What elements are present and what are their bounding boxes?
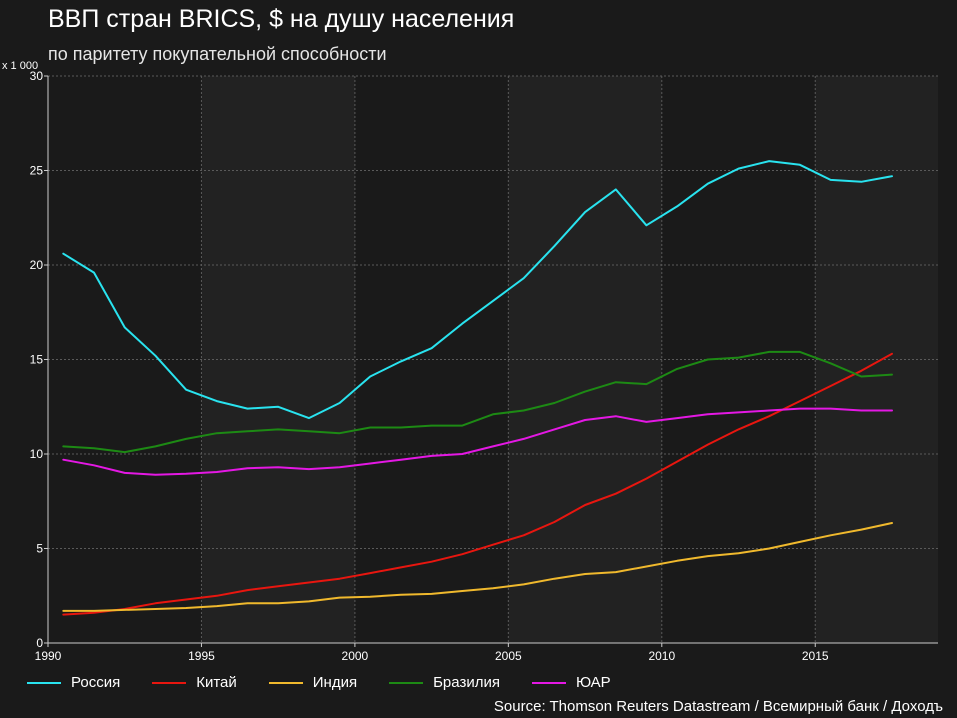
legend-item: Россия — [27, 674, 120, 691]
y-tick-label: 10 — [30, 447, 44, 461]
legend-item: Индия — [268, 674, 358, 691]
legend-swatch — [268, 681, 303, 684]
legend-swatch — [389, 681, 424, 684]
legend-label: ЮАР — [575, 674, 611, 691]
chart-title: ВВП стран BRICS, $ на душу населения — [48, 5, 515, 33]
axes — [44, 75, 938, 647]
legend-label: Китай — [196, 674, 237, 691]
chart-subtitle: по паритету покупательной способности — [48, 44, 387, 64]
x-tick-label: 2005 — [495, 649, 522, 663]
x-tick-label: 1990 — [35, 649, 62, 663]
legend-item: Бразилия — [389, 674, 500, 691]
x-tick-label: 1995 — [188, 649, 215, 663]
series-lines — [62, 160, 893, 616]
y-tick-label: 25 — [30, 164, 44, 178]
y-tick-label: 5 — [36, 542, 43, 556]
series-line — [62, 522, 893, 612]
y-unit-label: x 1 000 — [2, 60, 38, 72]
legend-label: Бразилия — [433, 674, 500, 691]
y-tick-label: 15 — [30, 353, 44, 367]
x-tick-label: 2010 — [648, 649, 675, 663]
legend-label: Индия — [312, 674, 358, 691]
tick-labels: 0 5 10 15 20 25 30 1990 1995 2000 2005 2010 2015 x 1 … — [2, 60, 829, 663]
x-tick-label: 2015 — [802, 649, 829, 663]
series-line — [62, 350, 893, 454]
legend-item: ЮАР — [531, 674, 611, 691]
y-tick-label: 20 — [30, 258, 44, 272]
series-line — [62, 160, 893, 420]
source-note: Source: Thomson Reuters Datastream / Все… — [493, 698, 943, 715]
legend-swatch — [152, 681, 187, 684]
x-tick-label: 2000 — [342, 649, 369, 663]
y-tick-label: 30 — [30, 69, 44, 83]
grid-lines — [48, 75, 938, 643]
legend: Россия Китай Индия Бразилия ЮАР — [27, 674, 643, 691]
series-line — [62, 407, 893, 476]
legend-swatch — [27, 681, 61, 684]
legend-item: Китай — [152, 674, 237, 691]
legend-swatch — [531, 681, 566, 684]
series-line — [62, 352, 893, 616]
y-tick-label: 0 — [36, 636, 43, 650]
legend-label: Россия — [71, 674, 121, 691]
